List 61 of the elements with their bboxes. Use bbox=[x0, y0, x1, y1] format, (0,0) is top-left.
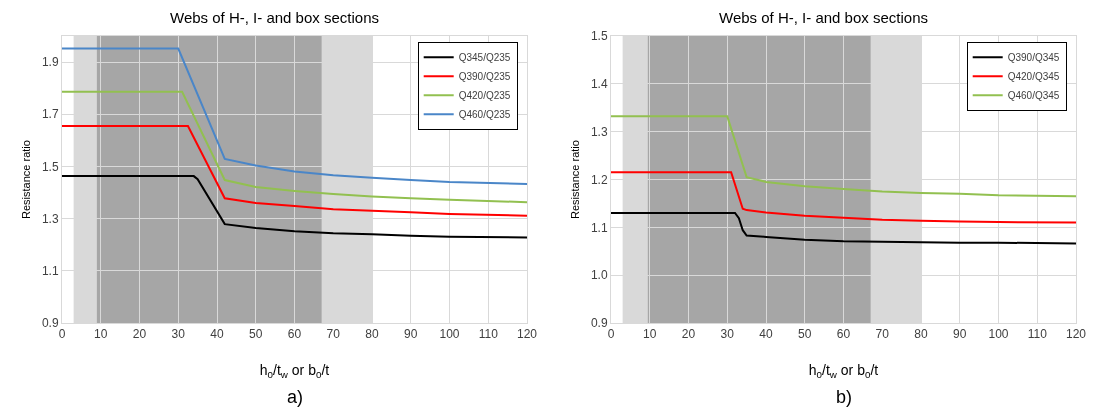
legend-label: Q390/Q235 bbox=[458, 71, 511, 83]
x-tick-label: 100 bbox=[439, 327, 460, 342]
x-tick-label: 70 bbox=[875, 327, 890, 342]
x-tick-label: 80 bbox=[365, 327, 379, 342]
legend-label: Q345/Q235 bbox=[458, 52, 511, 64]
chart-title: Webs of H-, I- and box sections bbox=[719, 8, 928, 26]
text: b) bbox=[836, 387, 853, 407]
x-tick-label: 110 bbox=[1027, 327, 1048, 342]
y-tick-label: 1.0 bbox=[590, 268, 608, 283]
x-tick-label: 40 bbox=[210, 327, 224, 342]
x-tick-label: 40 bbox=[759, 327, 773, 342]
text: a) bbox=[287, 387, 304, 407]
x-tick-label: 20 bbox=[681, 327, 696, 342]
y-tick-label: 0.9 bbox=[41, 316, 59, 331]
y-tick-label: 1.5 bbox=[41, 159, 59, 174]
legend-label: Q460/Q345 bbox=[1007, 90, 1060, 102]
y-tick-label: 1.3 bbox=[41, 211, 59, 226]
x-tick-label: 120 bbox=[1065, 327, 1087, 342]
x-axis-title: h$_{0}$/t$_{w}$ or b$_{0}$/t bbox=[808, 362, 879, 380]
x-tick-label: 120 bbox=[516, 327, 538, 342]
legend-label: Q460/Q235 bbox=[458, 109, 511, 121]
y-axis-title: Resistance ratio bbox=[569, 140, 581, 219]
line-series bbox=[62, 125, 527, 217]
x-tick-label: 30 bbox=[171, 327, 186, 342]
y-tick-label: 1.1 bbox=[41, 264, 59, 279]
y-tick-label: 0.9 bbox=[590, 316, 608, 331]
x-tick-label: 80 bbox=[914, 327, 928, 342]
x-axis-title: h$_{0}$/t$_{w}$ or b$_{0}$/t bbox=[259, 362, 330, 380]
x-tick-label: 20 bbox=[132, 327, 147, 342]
line-series bbox=[62, 47, 527, 185]
y-axis-title: Resistance ratio bbox=[20, 140, 32, 219]
line-series bbox=[611, 115, 1076, 198]
y-tick-label: 1.7 bbox=[41, 107, 59, 122]
x-tick-label: 90 bbox=[953, 327, 967, 342]
y-tick-label: 1.9 bbox=[41, 55, 59, 70]
y-tick-label: 1.1 bbox=[590, 220, 608, 235]
x-tick-label: 50 bbox=[249, 327, 263, 342]
x-tick-label: 60 bbox=[836, 327, 851, 342]
y-tick-label: 1.4 bbox=[590, 77, 608, 92]
line-series bbox=[62, 90, 527, 204]
line-series bbox=[611, 211, 1076, 245]
line-series bbox=[62, 175, 527, 239]
x-tick-label: 50 bbox=[798, 327, 812, 342]
y-tick-label: 1.3 bbox=[590, 124, 608, 139]
chart-title: Webs of H-, I- and box sections bbox=[170, 8, 379, 26]
x-tick-label: 0 bbox=[607, 327, 615, 342]
x-tick-label: 90 bbox=[404, 327, 418, 342]
legend-label: Q420/Q235 bbox=[458, 90, 511, 102]
line-series bbox=[611, 171, 1076, 224]
x-tick-label: 60 bbox=[287, 327, 302, 342]
x-tick-label: 70 bbox=[326, 327, 341, 342]
x-tick-label: 10 bbox=[643, 327, 657, 342]
y-tick-label: 1.2 bbox=[590, 172, 608, 187]
y-tick-label: 1.5 bbox=[590, 29, 608, 44]
legend-label: Q420/Q345 bbox=[1007, 71, 1060, 83]
x-tick-label: 110 bbox=[478, 327, 499, 342]
x-tick-label: 100 bbox=[988, 327, 1009, 342]
x-tick-label: 10 bbox=[94, 327, 108, 342]
x-tick-label: 0 bbox=[58, 327, 66, 342]
x-tick-label: 30 bbox=[720, 327, 735, 342]
legend-label: Q390/Q345 bbox=[1007, 52, 1060, 64]
